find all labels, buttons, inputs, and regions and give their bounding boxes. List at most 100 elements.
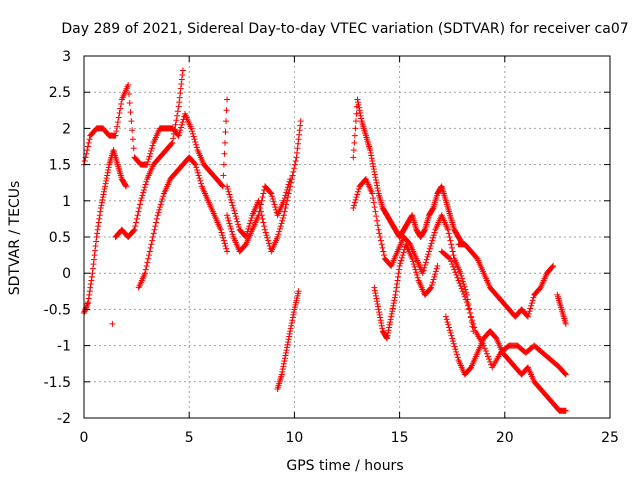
data-point (370, 163, 377, 170)
data-point (446, 327, 453, 334)
y-tick-label: -0.5 (44, 302, 71, 318)
data-point (378, 241, 385, 248)
data-point (82, 307, 89, 314)
data-point (255, 212, 262, 219)
data-point (152, 223, 159, 230)
data-point (290, 311, 297, 318)
data-point (486, 356, 493, 363)
data-point (170, 130, 177, 137)
data-point (109, 320, 116, 327)
data-point (99, 194, 106, 201)
data-point (442, 313, 449, 320)
data-point (371, 287, 378, 294)
data-point (375, 303, 382, 310)
data-point (197, 177, 204, 184)
data-point (285, 181, 292, 188)
data-point (471, 324, 478, 331)
data-point (221, 150, 228, 157)
data-point (431, 229, 438, 236)
y-tick-label: -2 (57, 411, 71, 427)
data-point (171, 126, 178, 133)
data-point (294, 145, 301, 152)
data-point (470, 320, 477, 327)
data-point (126, 100, 133, 107)
data-point (223, 107, 230, 114)
series-track-1 (81, 81, 182, 168)
data-point (94, 226, 101, 233)
data-point (374, 185, 381, 192)
data-point (355, 101, 362, 108)
y-axis-label: SDTVAR / TECUs (7, 181, 23, 296)
data-point (221, 240, 228, 247)
data-point (123, 183, 130, 190)
data-point (226, 220, 233, 227)
data-point (260, 190, 267, 197)
data-point (398, 257, 405, 264)
data-point (177, 127, 184, 134)
data-point (144, 259, 151, 266)
data-point (458, 272, 465, 279)
data-point (297, 118, 304, 125)
data-point (248, 214, 255, 221)
data-point (144, 158, 151, 165)
series-track-15 (554, 291, 569, 327)
data-point (458, 285, 465, 292)
data-point (137, 197, 144, 204)
data-point (82, 154, 89, 161)
data-point (562, 370, 569, 377)
data-point (450, 340, 457, 347)
data-point (484, 353, 491, 360)
data-point (98, 199, 105, 206)
data-point (443, 316, 450, 323)
data-point (175, 103, 182, 110)
data-point (432, 268, 439, 275)
data-point (433, 265, 440, 272)
data-point (376, 230, 383, 237)
data-point (395, 273, 402, 280)
data-point (86, 288, 93, 295)
data-point (380, 248, 387, 255)
data-point (410, 261, 417, 268)
data-point (450, 263, 457, 270)
data-point (278, 220, 285, 227)
data-point (429, 237, 436, 244)
data-point (263, 232, 270, 239)
data-point (397, 260, 404, 267)
data-point (142, 181, 149, 188)
data-point (133, 219, 140, 226)
data-point (387, 319, 394, 326)
data-point (374, 222, 381, 229)
data-point (444, 226, 451, 233)
data-point (371, 168, 378, 175)
data-point (100, 191, 107, 198)
series-track-11 (371, 241, 441, 342)
data-point (524, 313, 531, 320)
data-point (230, 205, 237, 212)
data-point (385, 327, 392, 334)
data-point (453, 351, 460, 358)
y-tick-label: -1 (57, 339, 71, 355)
data-point (483, 350, 490, 357)
data-point (179, 67, 186, 74)
data-point (95, 219, 102, 226)
x-axis-label: GPS time / hours (286, 458, 403, 474)
series-track-8 (274, 288, 302, 393)
data-point (356, 104, 363, 111)
data-point (157, 201, 164, 208)
data-point (139, 192, 146, 199)
data-point (393, 284, 400, 291)
data-point (351, 202, 358, 209)
data-point (353, 110, 360, 117)
data-point (223, 245, 230, 252)
data-point (168, 140, 175, 147)
data-point (129, 136, 136, 143)
data-point (272, 204, 279, 211)
data-point (355, 186, 362, 193)
data-point (453, 348, 460, 355)
data-point (431, 273, 438, 280)
data-point (145, 156, 152, 163)
data-point (281, 357, 288, 364)
data-point (454, 274, 461, 281)
data-point (258, 197, 265, 204)
data-point (387, 316, 394, 323)
